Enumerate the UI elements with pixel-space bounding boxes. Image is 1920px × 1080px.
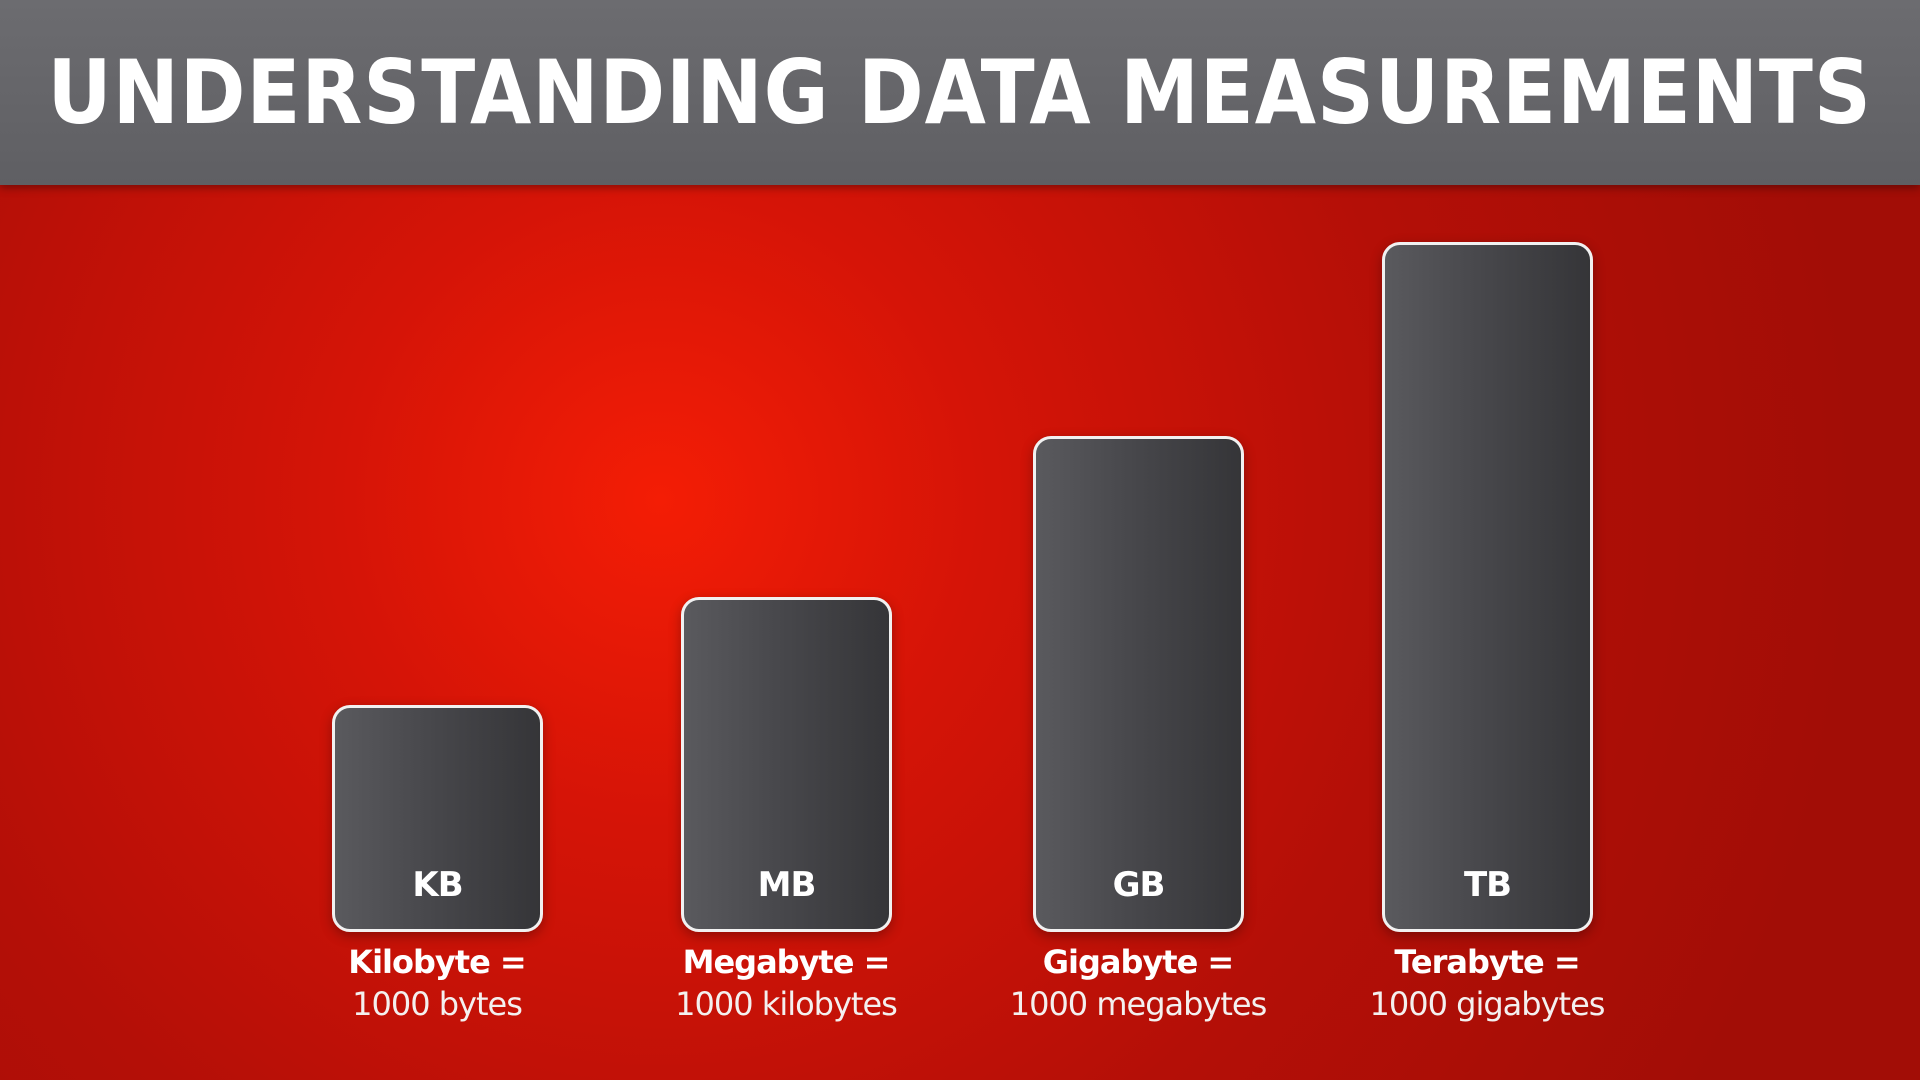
caption-megabyte-value: 1000 kilobytes xyxy=(675,985,898,1023)
diagram-area: KB MB GB TB Kilobyte = 1000 bytes Megaby… xyxy=(0,185,1920,1080)
bar-mb: MB xyxy=(681,597,892,932)
bar-gb: GB xyxy=(1033,436,1244,932)
caption-gigabyte-value: 1000 megabytes xyxy=(1009,985,1268,1023)
bar-kb-label: KB xyxy=(412,865,463,905)
caption-terabyte: Terabyte = 1000 gigabytes xyxy=(1337,942,1637,1026)
caption-gigabyte: Gigabyte = 1000 megabytes xyxy=(988,942,1288,1026)
caption-megabyte: Megabyte = 1000 kilobytes xyxy=(636,942,936,1026)
bar-mb-label: MB xyxy=(757,865,817,905)
bar-gb-label: GB xyxy=(1112,865,1166,905)
bar-tb: TB xyxy=(1382,242,1593,932)
bar-tb-label: TB xyxy=(1463,865,1512,905)
caption-kilobyte-value: 1000 bytes xyxy=(352,985,523,1023)
caption-kilobyte-name: Kilobyte = xyxy=(348,943,526,981)
caption-gigabyte-name: Gigabyte = xyxy=(1042,943,1234,981)
title-bar: UNDERSTANDING DATA MEASUREMENTS xyxy=(0,0,1920,185)
bar-kb: KB xyxy=(332,705,543,932)
caption-megabyte-name: Megabyte = xyxy=(682,943,891,981)
caption-terabyte-value: 1000 gigabytes xyxy=(1369,985,1606,1023)
caption-terabyte-name: Terabyte = xyxy=(1394,943,1580,981)
caption-kilobyte: Kilobyte = 1000 bytes xyxy=(287,942,587,1026)
slide-title: UNDERSTANDING DATA MEASUREMENTS xyxy=(47,41,1873,144)
